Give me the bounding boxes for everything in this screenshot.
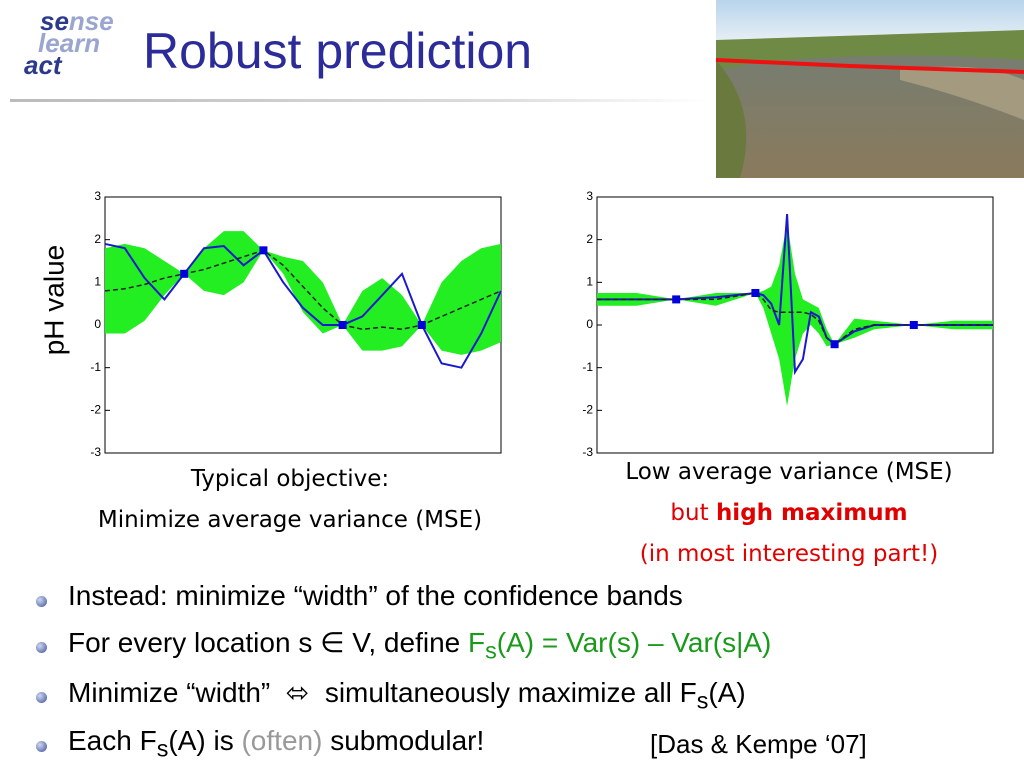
mean-line [597,292,993,346]
y-tick-label: -2 [582,403,593,417]
y-tick-label: -1 [582,360,593,374]
text-run: nse [68,6,114,36]
text-run: Low average variance (MSE) [625,459,953,485]
bullet: For every location s ∈ V, define Fs(A) =… [68,626,771,665]
y-tick-label: -2 [90,403,101,417]
text-run: s [485,637,497,664]
text-run: high maximum [715,500,908,526]
y-tick-label: 3 [586,189,593,203]
citation: [Das & Kempe ‘07] [650,729,867,759]
true-line [104,242,502,369]
caption-line: Low average variance (MSE) [539,452,1024,493]
caption-line: (in most interesting part!) [539,534,1024,575]
text-run: se [40,6,69,36]
sample-point [417,321,426,329]
bullet-dot [36,741,47,752]
river-photo [715,0,1024,178]
y-tick-label: 1 [586,275,593,289]
y-tick-label: 1 [94,275,101,289]
sample-point [259,246,268,255]
text-run: s [156,735,169,762]
true-line [597,213,993,376]
bullet: Instead: minimize “width” of the confide… [68,580,683,612]
confidence-band [597,222,993,407]
bullet-dot [36,642,47,653]
caption: Typical objective: Minimize average varia… [40,459,540,541]
logo-line: sense [24,8,114,34]
sample-point [830,340,839,349]
logo-line: learn [24,30,114,56]
y-tick-label: 0 [94,317,101,331]
text-run: act [24,50,62,80]
title-rule [10,99,710,102]
bullet-dot [36,692,47,703]
sample-point [909,321,918,329]
caption-line: but high maximum [539,493,1024,534]
logo: sense learn act [24,8,114,78]
text-run: Minimize average variance (MSE) [97,507,483,533]
text-run: F [468,627,486,658]
text-run: arn [59,28,101,58]
text-run: (A) is [168,725,242,756]
text-run: le [38,28,60,58]
y-tick-label: -3 [582,445,593,459]
y-tick-label: 0 [586,317,593,331]
mean-line [104,249,502,331]
text-run: (in most interesting part!) [639,541,939,567]
y-tick-label: 3 [94,189,101,203]
text-run: Minimize “width” ⬄ simultaneously maximi… [68,677,697,708]
plot: 3 2 1 0 -1 -2 -3 pH value [38,189,502,459]
logo-line: act [24,52,114,78]
text-run: Typical objective: [190,466,390,492]
text-run: Instead: minimize “width” of the confide… [68,580,683,611]
sample-point [751,289,760,297]
y-tick-label: -1 [90,360,101,374]
text-run: (A) = Var(s) – Var(s|A) [496,627,772,658]
text-run: (often) [241,725,323,756]
text-run: s [696,687,709,714]
text-run: (A) [708,677,746,708]
sample-point [672,295,681,304]
caption: Low average variance (MSE) but high maxim… [539,452,1024,575]
y-tick-label: -3 [90,445,101,459]
plot: 3 2 1 0 -1 -2 -3 [582,189,994,459]
y-tick-label: 2 [94,232,101,246]
sample-point [180,269,189,278]
y-tick-label: 2 [586,232,593,246]
text-run: submodular! [322,725,485,756]
confidence-band [105,231,501,355]
caption-line: Minimize average variance (MSE) [40,500,540,541]
text-run: Each F [68,725,157,756]
sample-point [338,321,347,329]
text-run: but [670,500,716,526]
bullet-dot [36,596,47,607]
bullet: Minimize “width” ⬄ simultaneously maximi… [68,676,746,715]
slide-title: Robust prediction [143,23,533,79]
caption-line: Typical objective: [40,459,540,500]
bullet: Each Fs(A) is (often) submodular! [68,725,484,763]
text-run: For every location s ∈ V, define [68,627,468,658]
y-axis-label: pH value [38,245,69,356]
